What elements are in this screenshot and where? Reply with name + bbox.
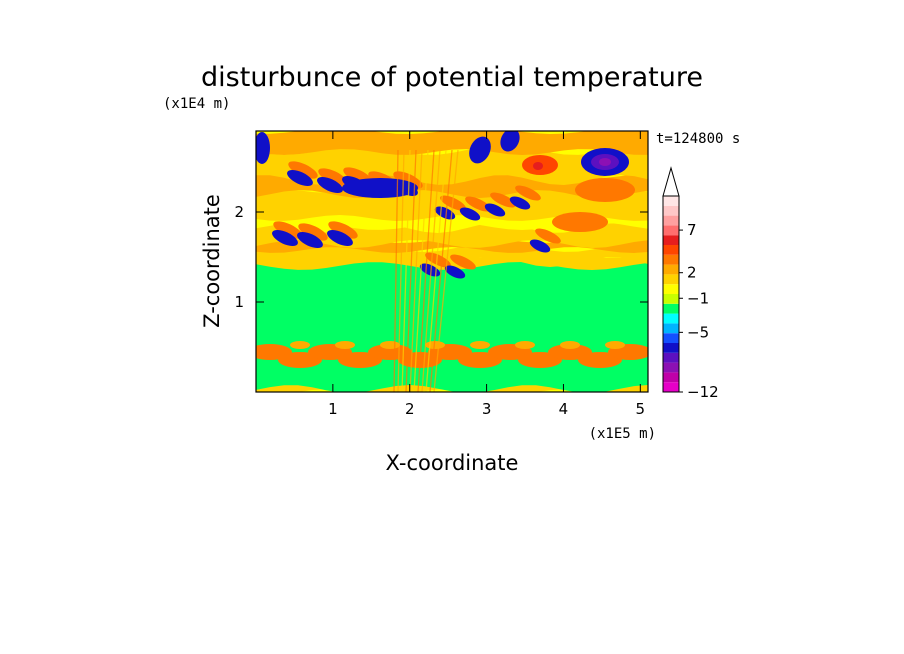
y-unit-label: (x1E4 m)	[163, 96, 230, 112]
field-blob	[444, 265, 466, 279]
field-blob	[298, 223, 328, 241]
field-blob	[484, 203, 506, 217]
colorbar-swatch	[663, 372, 679, 383]
field-blob	[287, 169, 313, 187]
field-blob	[560, 341, 580, 349]
colorbar-swatch	[663, 323, 679, 334]
x-axis-ticks: 1 2 3 4 5	[328, 131, 645, 418]
field-blob	[533, 162, 543, 170]
contour-field	[256, 131, 648, 392]
x-tick-label: 3	[482, 400, 492, 418]
field-blob	[529, 239, 551, 253]
colorbar-swatch	[663, 264, 679, 275]
field-streak	[429, 149, 453, 392]
colorbar-swatch	[663, 284, 679, 294]
colorbar-extend-arrow	[662, 166, 680, 197]
colorbar-tick-label: −1	[687, 289, 709, 307]
field-streak	[433, 149, 459, 392]
field-blob	[469, 136, 491, 164]
field-blobs	[256, 131, 648, 392]
time-label: t=124800 s	[656, 131, 740, 147]
field-blob	[272, 229, 298, 247]
field-streak	[397, 149, 405, 392]
field-band	[256, 262, 648, 392]
colorbar-swatch	[663, 254, 679, 265]
y-tick-label: 2	[234, 203, 244, 221]
field-blob	[552, 212, 608, 232]
field-blob	[509, 196, 531, 210]
field-streak	[425, 149, 447, 392]
x-tick-label: 1	[328, 400, 338, 418]
field-blob	[328, 221, 358, 239]
colorbar-tick-label: −12	[687, 383, 719, 401]
y-axis-ticks: 12	[234, 203, 648, 311]
colorbar-swatch	[663, 333, 679, 343]
field-blob	[515, 185, 541, 201]
colorbar-swatch	[663, 245, 679, 255]
field-blob	[459, 207, 481, 221]
field-blob	[273, 221, 303, 239]
chart-title: disturbunce of potential temperature	[201, 62, 703, 93]
colorbar-swatch	[663, 343, 679, 353]
field-blob	[318, 168, 348, 186]
x-axis-title: X-coordinate	[386, 451, 519, 475]
y-axis-title: Z-coordinate	[200, 194, 224, 328]
colorbar-swatch	[663, 225, 679, 236]
field-blob	[599, 158, 611, 166]
colorbar-swatch	[663, 235, 679, 245]
x-tick-label: 2	[405, 400, 415, 418]
field-streak	[417, 149, 435, 392]
field-blob	[290, 341, 310, 349]
colorbar-swatch	[663, 382, 679, 392]
field-blob	[288, 161, 318, 179]
field-streak	[409, 149, 423, 392]
x-unit-label: (x1E5 m)	[589, 426, 656, 442]
field-blob	[434, 206, 456, 220]
field-streak	[421, 149, 441, 392]
field-blob	[317, 176, 343, 194]
field-blob	[335, 341, 355, 349]
colorbar-swatch	[663, 196, 679, 206]
colorbar-swatch	[663, 274, 679, 285]
field-band	[256, 131, 648, 155]
field-blob	[380, 341, 400, 349]
field-streak	[401, 149, 411, 392]
x-tick-label: 4	[559, 400, 569, 418]
field-blob	[342, 178, 418, 198]
colorbar-tick-label: −5	[687, 323, 709, 341]
field-blob	[500, 131, 520, 152]
field-blob	[465, 196, 491, 212]
plot-frame	[255, 130, 649, 393]
colorbar-swatch	[663, 352, 679, 363]
field-blob	[605, 341, 625, 349]
field-blob	[490, 192, 516, 208]
colorbar-tick-label: 2	[687, 264, 697, 282]
colorbar-swatch	[663, 303, 679, 314]
field-streak	[393, 149, 399, 392]
field-blob	[575, 178, 635, 202]
field-blob	[470, 341, 490, 349]
field-blob	[450, 254, 476, 270]
field-blob	[515, 341, 535, 349]
colorbar-swatch	[663, 313, 679, 324]
colorbar-swatch	[663, 294, 679, 304]
colorbar: 7 2 −1 −5 −12	[662, 166, 719, 401]
field-streak	[405, 149, 417, 392]
field-blob	[327, 229, 353, 247]
field-blob	[419, 263, 441, 277]
field-blob	[535, 228, 561, 244]
colorbar-tick-label: 7	[687, 221, 697, 239]
x-tick-label: 5	[636, 400, 646, 418]
colorbar-swatch	[663, 215, 679, 226]
field-blob	[297, 231, 323, 249]
field-blob	[256, 132, 270, 164]
colorbar-swatch	[663, 205, 679, 216]
field-streak	[413, 149, 429, 392]
colorbar-swatch	[663, 362, 679, 373]
y-tick-label: 1	[234, 293, 244, 311]
